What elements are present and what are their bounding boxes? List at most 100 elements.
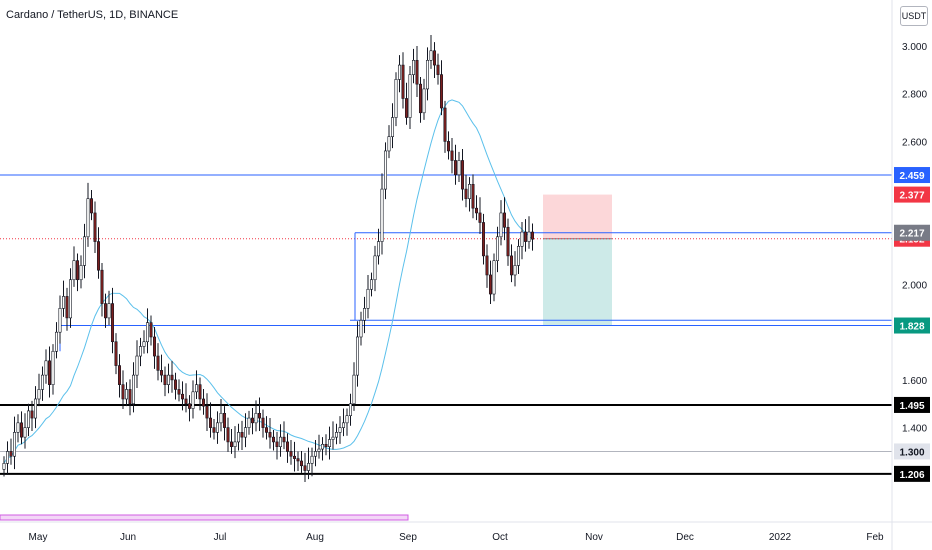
candle-body	[26, 410, 30, 428]
candle-body	[467, 184, 471, 199]
candle-body	[439, 74, 443, 109]
candle-body	[331, 436, 335, 440]
price-tag	[894, 317, 930, 334]
chart-title: Cardano / TetherUS, 1D, BINANCE	[6, 9, 179, 21]
price-tag-label: 1.206	[899, 470, 924, 481]
candle-body	[380, 188, 384, 242]
candle-body	[181, 393, 185, 400]
candle-body	[54, 331, 58, 352]
price-tag	[894, 167, 930, 184]
candle-body	[163, 374, 167, 385]
candle-body	[261, 417, 265, 428]
candle-body	[212, 427, 216, 433]
candle-body	[268, 432, 272, 438]
candle-body	[523, 231, 527, 242]
moving-average-line	[3, 99, 533, 464]
candle-body	[478, 212, 482, 223]
x-tick-label: 2022	[769, 532, 792, 543]
ma-path	[3, 99, 533, 464]
candle-body	[324, 443, 328, 447]
candle-body	[422, 88, 426, 114]
candle-body	[156, 355, 160, 371]
candle-body	[408, 74, 412, 118]
candle-body	[306, 463, 310, 471]
candle-body	[209, 417, 213, 428]
candle-body	[362, 308, 366, 321]
candle-body	[107, 303, 111, 319]
candle-body	[460, 160, 464, 190]
candle-body	[369, 279, 373, 290]
x-tick-label: Oct	[492, 532, 508, 543]
candle-body	[376, 241, 380, 257]
candle-body	[142, 341, 146, 347]
price-tag	[894, 186, 930, 203]
candle-body	[296, 458, 300, 462]
price-tag-label: 2.217	[899, 229, 924, 240]
candle-body	[415, 60, 419, 85]
y-tick-label: 3.000	[902, 42, 927, 53]
candle-body	[499, 212, 503, 238]
candle-body	[327, 439, 331, 447]
candle-body	[170, 374, 174, 381]
candle-body	[527, 231, 531, 242]
candle-body	[432, 50, 436, 66]
candle-body	[516, 246, 520, 266]
candle-body	[44, 360, 48, 376]
target-zone	[543, 238, 612, 326]
candlestick-series	[2, 35, 534, 482]
candle-body	[474, 207, 478, 214]
horizontal-levels[interactable]	[0, 174, 892, 475]
candle-body	[153, 336, 157, 357]
currency-button[interactable]: USDT	[900, 6, 928, 26]
candle-body	[104, 303, 108, 319]
candle-body	[79, 265, 83, 281]
x-tick-label: Jun	[120, 532, 136, 543]
candle-body	[359, 319, 363, 338]
candle-body	[345, 415, 349, 424]
candle-body	[240, 432, 244, 438]
candle-body	[338, 427, 342, 433]
candle-body	[425, 60, 429, 90]
candle-body	[303, 465, 307, 471]
candle-body	[135, 355, 139, 376]
candle-body	[61, 296, 65, 309]
candle-body	[226, 427, 230, 443]
candle-body	[13, 432, 17, 457]
price-tag	[894, 224, 930, 241]
candle-body	[481, 222, 485, 257]
candle-body	[257, 412, 261, 419]
candle-body	[355, 336, 359, 376]
candle-body	[313, 451, 317, 457]
candle-body	[506, 226, 510, 257]
candle-body	[23, 427, 27, 438]
candle-body	[271, 436, 275, 443]
candle-body	[289, 451, 293, 457]
candle-body	[160, 370, 164, 376]
candle-body	[149, 322, 153, 338]
x-tick-label: Jul	[214, 532, 227, 543]
candle-body	[348, 403, 352, 416]
candle-body	[139, 346, 143, 357]
candle-body	[320, 443, 324, 450]
candle-body	[520, 231, 524, 247]
candle-body	[453, 160, 457, 176]
candle-body	[86, 198, 90, 238]
candle-body	[275, 441, 279, 447]
candle-body	[341, 422, 345, 428]
candle-body	[219, 412, 223, 424]
price-axis[interactable]: 3.000 2.800 2.600 2.000 1.600 1.400	[891, 0, 927, 550]
candle-body	[202, 398, 206, 407]
candle-body	[387, 136, 391, 152]
price-tag-label: 1.300	[899, 447, 924, 458]
candle-body	[394, 79, 398, 118]
x-tick-label: Sep	[399, 532, 417, 543]
candle-body	[69, 279, 73, 319]
candle-body	[292, 455, 296, 459]
candle-body	[191, 391, 195, 409]
candle-body	[366, 288, 370, 309]
candle-body	[485, 255, 489, 276]
candle-body	[233, 441, 237, 447]
time-axis[interactable]: May Jun Jul Aug Sep Oct Nov Dec 2022 Feb	[0, 521, 932, 543]
